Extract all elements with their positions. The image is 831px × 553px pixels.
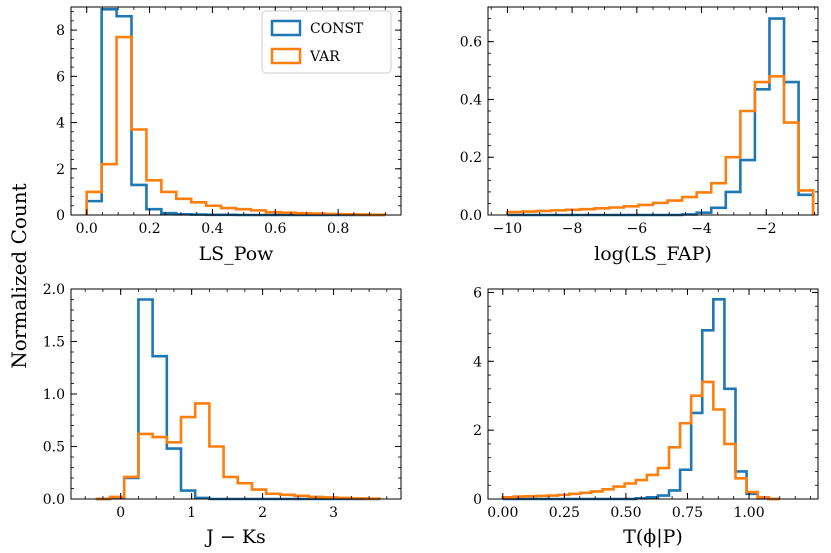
panel-4-xlabel: T(ϕ|P): [623, 526, 683, 548]
y-tick-label: 0.5: [43, 440, 65, 456]
y-axis-label: Normalized Count: [7, 183, 31, 368]
panel-3-xlabel: J − Ks: [204, 526, 266, 548]
x-tick-label: −4: [691, 221, 712, 237]
y-tick-label: 2.0: [43, 282, 65, 298]
x-tick-label: −8: [562, 221, 583, 237]
x-tick-label: 0.8: [327, 221, 349, 237]
panel-1: LS_Pow 0.0 0.2 0.4 0.6 0.8 0 2 4 6 8: [56, 6, 402, 265]
legend: CONST VAR: [261, 10, 392, 74]
series-const-step: [502, 298, 780, 501]
series-var-step: [506, 75, 815, 215]
y-tick-label: 4: [473, 354, 482, 370]
x-tick-label: 0: [116, 505, 125, 521]
y-tick-label: 0.0: [43, 492, 65, 508]
panel-2-xlabel: log(LS_FAP): [594, 243, 712, 265]
y-tick-label: 2: [473, 423, 482, 439]
axes-frame: [70, 6, 402, 216]
y-tick-label: 6: [56, 69, 65, 85]
x-tick-label: −10: [493, 221, 523, 237]
panel-4: T(ϕ|P) 0.00 0.25 0.50 0.75 1.00 0 2 4 6: [473, 285, 819, 548]
series-var-step: [95, 402, 382, 501]
x-tick-label: 0.00: [487, 505, 518, 521]
x-tick-label: 1: [187, 505, 196, 521]
legend-label-var: VAR: [309, 49, 340, 65]
y-tick-label: 2: [56, 162, 65, 178]
x-tick-label: 1.00: [733, 505, 764, 521]
y-tick-label: 0.6: [460, 35, 482, 51]
legend-label-const: CONST: [310, 21, 364, 37]
x-tick-label: 3: [329, 505, 338, 521]
y-tick-label: 8: [56, 23, 65, 39]
y-tick-label: 1.5: [43, 335, 65, 351]
series-var-step: [85, 35, 387, 217]
y-tick-label: 6: [473, 285, 482, 301]
y-tick-label: 0: [56, 208, 65, 224]
x-tick-label: 0.2: [138, 221, 160, 237]
y-tick-label: 0.2: [460, 150, 482, 166]
x-tick-label: 0.0: [76, 221, 98, 237]
panel-3: J − Ks 0 1 2 3 0.0 0.5 1.0 1.5 2.0: [43, 282, 402, 548]
x-tick-label: 0.6: [264, 221, 286, 237]
panel-1-xlabel: LS_Pow: [199, 243, 275, 265]
series-var-step: [501, 380, 780, 501]
y-tick-label: 0.0: [460, 208, 482, 224]
y-tick-label: 4: [56, 116, 65, 132]
panel-2: log(LS_FAP) −10 −8 −6 −4 −2 0.0 0.2 0.4 0.6: [460, 6, 819, 265]
y-tick-label: 1.0: [43, 387, 65, 403]
legend-swatch-var: [270, 47, 302, 65]
y-tick-label: 0: [473, 492, 482, 508]
x-tick-label: −2: [756, 221, 777, 237]
axes-frame: [70, 288, 402, 500]
x-tick-label: 2: [258, 505, 267, 521]
x-tick-label: 0.50: [610, 505, 641, 521]
x-tick-label: 0.4: [201, 221, 223, 237]
x-tick-label: −6: [627, 221, 648, 237]
x-tick-label: 0.75: [672, 505, 703, 521]
legend-swatch-const: [270, 19, 302, 37]
y-tick-label: 0.4: [460, 92, 482, 108]
series-const-step: [507, 17, 815, 217]
legend-frame: [261, 10, 392, 74]
x-tick-label: 0.25: [549, 505, 580, 521]
axes-frame: [487, 288, 819, 500]
